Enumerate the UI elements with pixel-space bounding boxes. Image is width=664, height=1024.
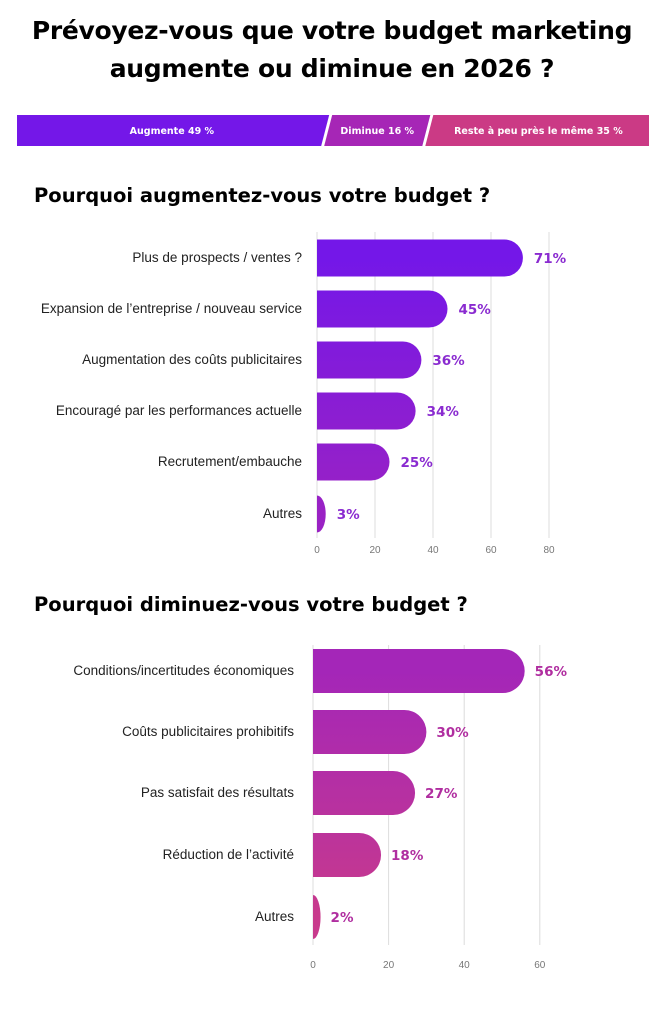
bar bbox=[317, 443, 390, 481]
chart1-title: Pourquoi augmentez-vous votre budget ? bbox=[34, 184, 491, 207]
summary-segment bbox=[425, 115, 649, 146]
x-tick-label: 20 bbox=[383, 960, 395, 971]
data-label: 18% bbox=[391, 848, 424, 864]
x-tick-label: 80 bbox=[543, 545, 555, 556]
x-tick-label: 20 bbox=[369, 545, 381, 556]
bar bbox=[313, 771, 416, 815]
data-label: 25% bbox=[401, 455, 434, 471]
bar bbox=[317, 239, 523, 277]
bar bbox=[313, 833, 382, 877]
x-tick-label: 40 bbox=[459, 960, 471, 971]
data-label: 30% bbox=[436, 725, 469, 741]
category-label: Coûts publicitaires prohibitifs bbox=[122, 724, 294, 739]
category-label: Plus de prospects / ventes ? bbox=[132, 250, 302, 265]
bar bbox=[313, 710, 427, 754]
category-label: Conditions/incertitudes économiques bbox=[73, 663, 294, 678]
title-line-2: augmente ou diminue en 2026 ? bbox=[109, 54, 555, 83]
title-line-1: Prévoyez-vous que votre budget marketing bbox=[31, 16, 633, 45]
x-tick-label: 0 bbox=[310, 960, 316, 971]
x-tick-label: 60 bbox=[485, 545, 497, 556]
page-title: Prévoyez-vous que votre budget marketing… bbox=[0, 12, 664, 88]
x-tick-label: 0 bbox=[314, 545, 320, 556]
summary-bar: Augmente 49 % Diminue 16 % Reste à peu prè… bbox=[17, 115, 649, 146]
bar bbox=[317, 392, 416, 430]
data-label: 71% bbox=[534, 251, 567, 267]
category-label: Expansion de l’entreprise / nouveau serv… bbox=[41, 301, 302, 316]
chart2-title: Pourquoi diminuez-vous votre budget ? bbox=[34, 593, 468, 616]
summary-segment bbox=[324, 115, 431, 146]
bar bbox=[317, 495, 326, 533]
category-label: Réduction de l’activité bbox=[163, 847, 294, 862]
bar bbox=[317, 341, 422, 379]
category-label: Recrutement/embauche bbox=[158, 454, 302, 469]
bar bbox=[317, 290, 448, 328]
category-label: Autres bbox=[263, 506, 302, 521]
category-label: Pas satisfait des résultats bbox=[141, 785, 294, 800]
data-label: 45% bbox=[459, 302, 492, 318]
summary-segment bbox=[17, 115, 330, 146]
data-label: 27% bbox=[425, 786, 458, 802]
data-label: 36% bbox=[432, 353, 465, 369]
summary-segment-label: Reste à peu près le même 35 % bbox=[454, 126, 623, 137]
data-label: 34% bbox=[427, 404, 460, 420]
bar bbox=[313, 895, 321, 939]
summary-segment-label: Diminue 16 % bbox=[340, 126, 414, 137]
x-tick-label: 60 bbox=[534, 960, 546, 971]
x-tick-label: 40 bbox=[427, 545, 439, 556]
category-label: Autres bbox=[255, 909, 294, 924]
data-label: 3% bbox=[337, 507, 360, 523]
category-label: Augmentation des coûts publicitaires bbox=[82, 352, 302, 367]
summary-segment-label: Augmente 49 % bbox=[130, 126, 215, 137]
bar bbox=[313, 649, 525, 693]
data-label: 56% bbox=[535, 664, 568, 680]
category-label: Encouragé par les performances actuelle bbox=[56, 403, 302, 418]
data-label: 2% bbox=[331, 910, 354, 926]
